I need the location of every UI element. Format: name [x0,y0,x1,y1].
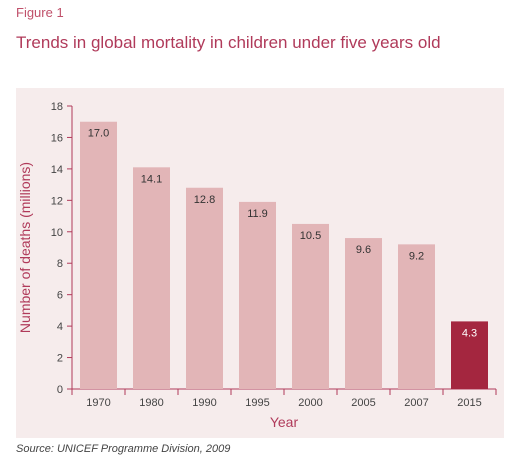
figure-label: Figure 1 [16,5,64,20]
y-tick-label: 18 [51,101,63,113]
bar [80,121,117,389]
bar [239,201,276,389]
bar-value-label: 11.9 [247,208,268,220]
x-tick-label: 1980 [139,397,163,409]
bar [451,321,488,389]
y-tick-label: 2 [57,353,63,365]
x-axis-title: Year [270,414,299,430]
x-tick-label: 2007 [404,397,428,409]
chart-panel: 0 2 4 6 8 10 12 14 16 18 17.0 1970 14.1 1980 12.8 1990 1… [16,88,504,438]
y-axis-title: Number of deaths (millions) [17,162,33,333]
y-tick-label: 0 [57,384,63,396]
y-tick-label: 6 [57,290,63,302]
bar-value-label: 12.8 [194,194,215,206]
bar-value-label: 9.6 [356,244,371,256]
bar-chart: 0 2 4 6 8 10 12 14 16 18 17.0 1970 14.1 1980 12.8 1990 1… [17,101,497,430]
y-tick-label: 12 [51,195,63,207]
x-tick-label: 2015 [457,397,481,409]
y-tick-label: 4 [57,321,63,333]
bar [292,223,329,389]
source-note: Source: UNICEF Programme Division, 2009 [16,443,231,455]
bar [133,167,170,389]
bar [398,244,435,389]
x-tick-label: 2000 [298,397,322,409]
bar [345,238,382,389]
x-tick-label: 1990 [192,397,216,409]
bar [186,187,223,389]
bar-value-label: 17.0 [88,128,109,140]
bar-value-label: 14.1 [141,173,162,185]
y-tick-label: 8 [57,258,63,270]
chart-title: Trends in global mortality in children u… [16,33,441,52]
x-tick-label: 1970 [86,397,110,409]
y-tick-label: 14 [51,164,63,176]
y-tick-label: 16 [51,132,63,144]
bar-value-label: 10.5 [300,230,321,242]
bar-value-label: 9.2 [409,250,424,262]
x-tick-label: 1995 [245,397,269,409]
y-tick-label: 10 [51,227,63,239]
bar-value-label: 4.3 [462,327,477,339]
x-tick-label: 2005 [351,397,375,409]
